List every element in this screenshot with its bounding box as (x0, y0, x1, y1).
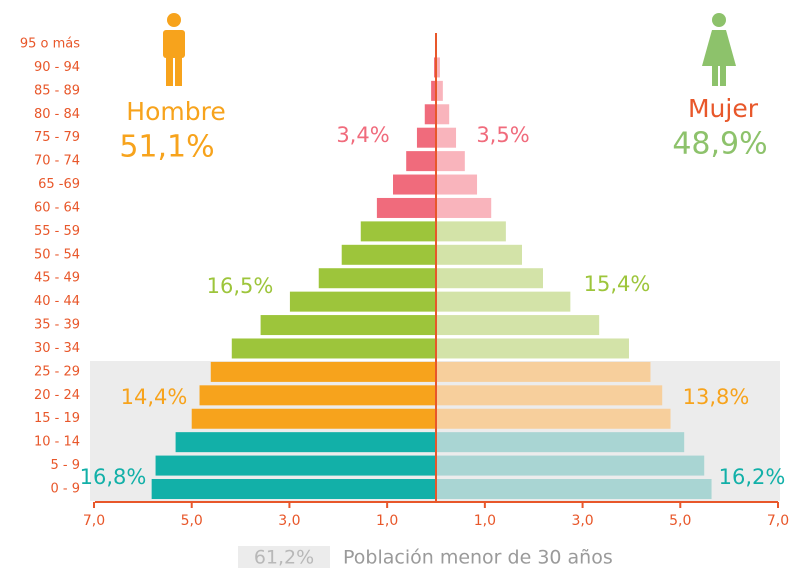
y-tick-label: 15 - 19 (34, 411, 80, 426)
bar (393, 174, 436, 195)
footer-box (238, 546, 330, 568)
bar (436, 455, 705, 476)
group-label: 13,8% (683, 385, 750, 409)
y-tick-label: 0 - 9 (51, 482, 81, 497)
bar (191, 408, 436, 429)
y-tick-label: 20 - 24 (34, 388, 80, 403)
x-tick-label: 5,0 (669, 513, 691, 529)
group-label: 3,5% (476, 123, 529, 147)
y-tick-label: 60 - 64 (34, 200, 80, 215)
bar (376, 197, 436, 218)
female-label: Mujer (688, 94, 759, 123)
bar (436, 80, 443, 101)
male-label: Hombre (126, 97, 225, 126)
bar (436, 432, 685, 453)
y-tick-label: 5 - 9 (51, 458, 81, 473)
y-tick-label: 35 - 39 (34, 318, 80, 333)
bar (436, 174, 478, 195)
x-tick-label: 1,0 (376, 513, 398, 529)
bar (436, 57, 440, 78)
footer-text: Población menor de 30 años (343, 547, 613, 569)
y-tick-label: 90 - 94 (34, 60, 80, 75)
bar (436, 338, 629, 359)
y-tick-label: 65 -69 (38, 177, 80, 192)
bar (436, 104, 450, 125)
bar (406, 151, 436, 172)
y-tick-label: 30 - 34 (34, 341, 80, 356)
y-tick-label: 50 - 54 (34, 247, 80, 262)
bar (416, 127, 436, 148)
y-tick-label: 85 - 89 (34, 83, 80, 98)
bar (436, 385, 663, 406)
bar (436, 315, 600, 336)
x-tick-label: 3,0 (571, 513, 593, 529)
bar (155, 455, 436, 476)
bar (341, 244, 436, 265)
group-label: 16,2% (719, 465, 786, 489)
bar (436, 197, 492, 218)
group-label: 16,8% (80, 465, 147, 489)
bar (289, 291, 436, 312)
x-tick-label: 7,0 (83, 513, 105, 529)
bar (199, 385, 436, 406)
bar (436, 268, 543, 289)
group-label: 15,4% (584, 272, 651, 296)
y-tick-label: 70 - 74 (34, 154, 80, 169)
y-tick-label: 25 - 29 (34, 364, 80, 379)
male-share: 51,1% (119, 130, 214, 165)
y-tick-label: 55 - 59 (34, 224, 80, 239)
bar (436, 408, 671, 429)
bar (436, 244, 522, 265)
bar (210, 361, 436, 382)
bar (436, 479, 712, 499)
female-icon (702, 13, 736, 86)
bar (231, 338, 436, 359)
y-tick-label: 40 - 44 (34, 294, 80, 309)
bar (436, 361, 651, 382)
bar (175, 432, 436, 453)
bar (360, 221, 436, 242)
y-tick-label: 95 o más (20, 37, 80, 52)
bar (436, 151, 465, 172)
y-tick-label: 80 - 84 (34, 107, 80, 122)
x-tick-label: 3,0 (278, 513, 300, 529)
bar (260, 315, 436, 336)
group-label: 3,4% (336, 123, 389, 147)
y-tick-label: 10 - 14 (34, 435, 80, 450)
male-icon (163, 13, 185, 86)
x-tick-label: 1,0 (474, 513, 496, 529)
group-label: 16,5% (207, 274, 274, 298)
x-tick-label: 7,0 (767, 513, 789, 529)
footer-value: 61,2% (254, 547, 314, 569)
bar (436, 221, 506, 242)
bar (436, 127, 457, 148)
group-label: 14,4% (121, 385, 188, 409)
bar (424, 104, 436, 125)
bar (431, 80, 436, 101)
bar (151, 479, 436, 499)
bar (436, 291, 571, 312)
y-tick-label: 45 - 49 (34, 271, 80, 286)
bar (318, 268, 436, 289)
y-tick-label: 75 - 79 (34, 130, 80, 145)
female-share: 48,9% (672, 127, 767, 162)
x-tick-label: 5,0 (181, 513, 203, 529)
